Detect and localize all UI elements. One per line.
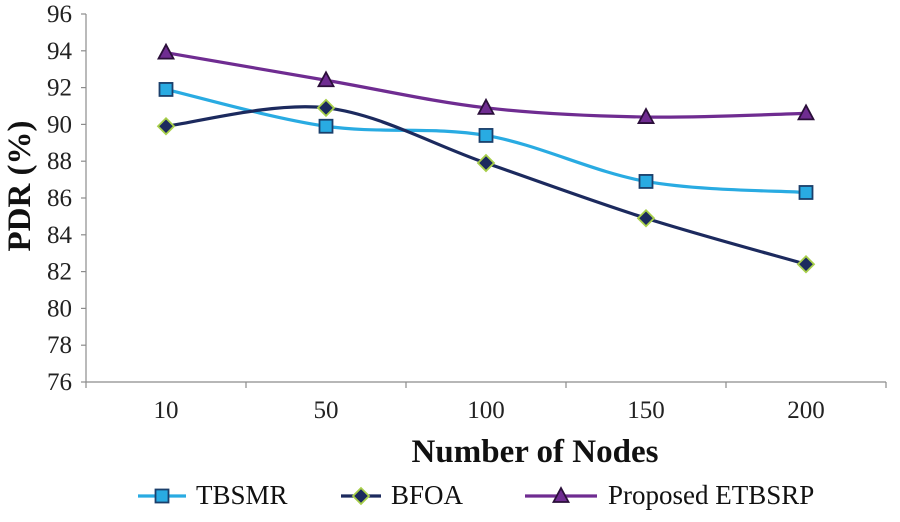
data-point-proposed-etbsrp (796, 103, 816, 121)
y-tick-label: 78 (47, 332, 72, 359)
x-tick-label: 100 (467, 397, 505, 424)
data-point-bfoa (476, 153, 496, 173)
data-point-bfoa (316, 98, 336, 118)
y-tick-label: 80 (47, 295, 72, 322)
y-tick-label: 94 (47, 38, 73, 65)
data-point-proposed-etbsrp (156, 42, 176, 60)
legend-label: Proposed ETBSRP (608, 480, 814, 510)
data-point-tbsmr (638, 174, 654, 189)
y-tick-label: 86 (47, 185, 72, 212)
data-point-bfoa (636, 208, 656, 228)
y-tick-label: 90 (47, 111, 72, 138)
data-point-proposed-etbsrp (636, 107, 656, 124)
legend-item-proposed-etbsrp: Proposed ETBSRP (525, 480, 814, 510)
legend-label: BFOA (391, 480, 464, 510)
legend-marker (154, 488, 170, 504)
x-axis: 10 50 100 150 200 (85, 381, 887, 424)
data-point-tbsmr (478, 128, 494, 143)
data-point-proposed-etbsrp (316, 70, 336, 88)
x-tick-label: 150 (627, 397, 665, 424)
y-tick-label: 92 (47, 75, 72, 102)
x-tick-label: 10 (154, 397, 179, 424)
data-point-bfoa (156, 116, 176, 136)
data-point-tbsmr (318, 118, 334, 134)
x-tick-label: 200 (787, 397, 825, 424)
data-point-proposed-etbsrp (476, 97, 496, 115)
y-tick-label: 84 (47, 222, 73, 249)
y-axis: 76 78 80 82 84 86 88 90 92 94 96 (47, 1, 87, 396)
legend-item-bfoa: BFOA (341, 480, 464, 510)
data-point-tbsmr (158, 82, 174, 97)
y-axis-title: PDR (%) (2, 120, 38, 251)
y-tick-label: 76 (47, 369, 72, 396)
legend-item-tbsmr: TBSMR (138, 480, 288, 510)
x-tick-label: 50 (314, 397, 339, 424)
x-axis-title: Number of Nodes (412, 434, 659, 470)
legend-marker (351, 486, 371, 506)
legend: TBSMR BFOA Proposed ETBSRP (138, 480, 814, 510)
series-markers (156, 42, 816, 274)
data-point-tbsmr (798, 185, 814, 200)
legend-marker (551, 486, 571, 503)
y-tick-label: 82 (47, 259, 72, 286)
y-tick-label: 88 (47, 148, 72, 175)
data-point-bfoa (796, 254, 816, 274)
legend-label: TBSMR (196, 480, 288, 510)
y-tick-label: 96 (47, 1, 72, 28)
